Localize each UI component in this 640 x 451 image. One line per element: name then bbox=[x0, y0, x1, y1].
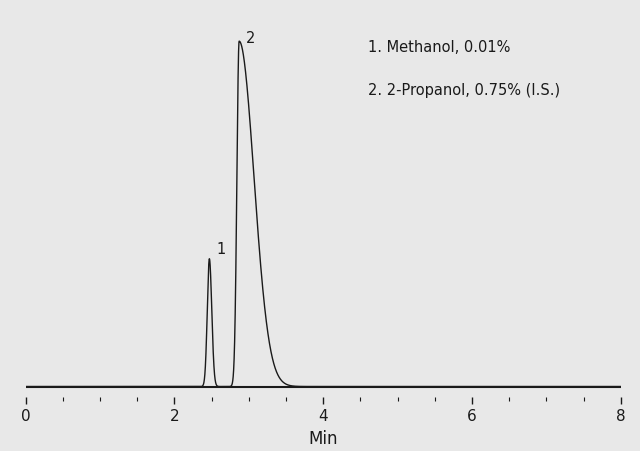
Text: 2. 2-Propanol, 0.75% (I.S.): 2. 2-Propanol, 0.75% (I.S.) bbox=[368, 83, 560, 97]
X-axis label: Min: Min bbox=[308, 430, 338, 448]
Text: 2: 2 bbox=[246, 31, 255, 46]
Text: 1. Methanol, 0.01%: 1. Methanol, 0.01% bbox=[368, 41, 510, 55]
Text: 1: 1 bbox=[216, 242, 225, 257]
